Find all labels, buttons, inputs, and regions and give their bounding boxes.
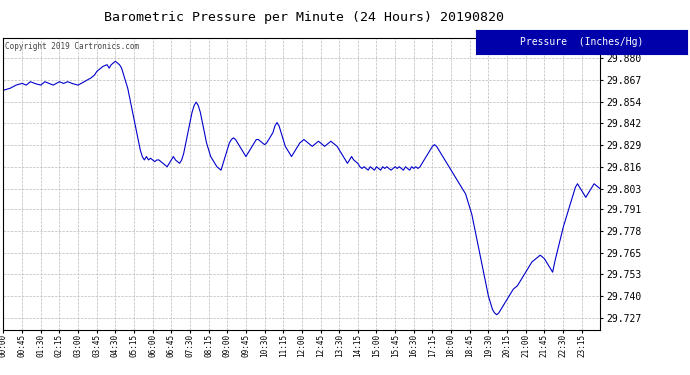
Text: Pressure  (Inches/Hg): Pressure (Inches/Hg) [520,37,643,47]
Text: Copyright 2019 Cartronics.com: Copyright 2019 Cartronics.com [6,42,139,51]
Text: Barometric Pressure per Minute (24 Hours) 20190820: Barometric Pressure per Minute (24 Hours… [104,11,504,24]
